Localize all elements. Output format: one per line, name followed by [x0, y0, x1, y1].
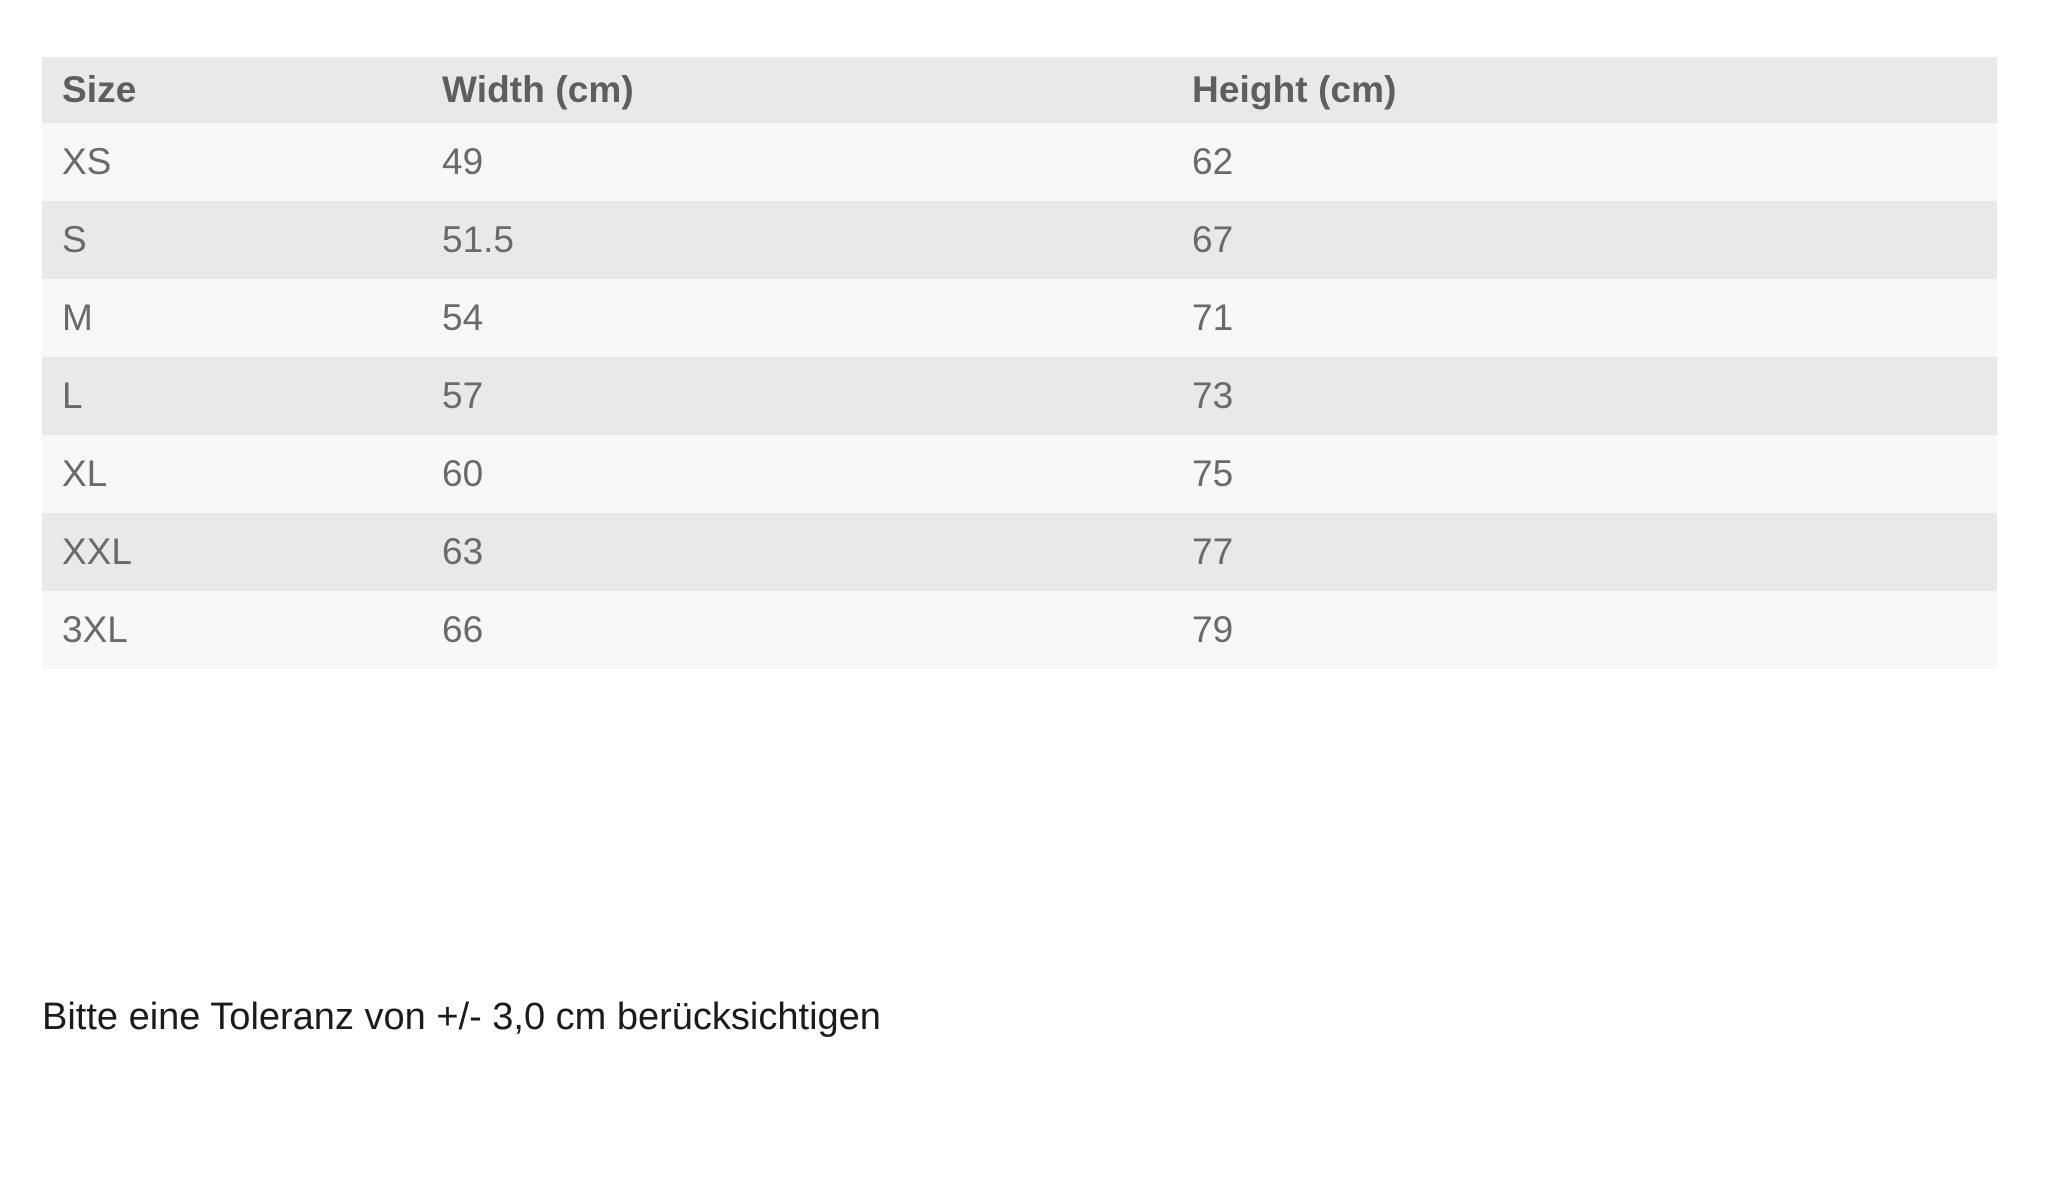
cell-width: 49	[442, 141, 484, 182]
column-header-size: Size	[62, 69, 137, 110]
cell-size: XL	[62, 453, 108, 494]
table-row: S 51.5 67	[42, 201, 1997, 279]
cell-height: 75	[1192, 453, 1234, 494]
cell-height: 77	[1192, 531, 1234, 572]
cell-width: 60	[442, 453, 484, 494]
column-header-height: Height (cm)	[1192, 69, 1397, 110]
table-row: XXL 63 77	[42, 513, 1997, 591]
size-chart-table: Size Width (cm) Height (cm) XS 49 62 S 5…	[42, 57, 1997, 669]
table-row: XS 49 62	[42, 123, 1997, 201]
cell-height: 71	[1192, 297, 1234, 338]
cell-width: 66	[442, 609, 484, 650]
table-row: XL 60 75	[42, 435, 1997, 513]
cell-size: XS	[62, 141, 112, 182]
column-header-width: Width (cm)	[442, 69, 634, 110]
cell-size: XXL	[62, 531, 132, 572]
cell-height: 73	[1192, 375, 1234, 416]
table-row: L 57 73	[42, 357, 1997, 435]
cell-height: 62	[1192, 141, 1234, 182]
table-header-row: Size Width (cm) Height (cm)	[42, 57, 1997, 123]
table-row: 3XL 66 79	[42, 591, 1997, 669]
cell-size: S	[62, 219, 87, 260]
cell-width: 57	[442, 375, 484, 416]
table-header: Size Width (cm) Height (cm)	[42, 57, 1997, 123]
cell-width: 54	[442, 297, 484, 338]
cell-height: 79	[1192, 609, 1234, 650]
cell-height: 67	[1192, 219, 1234, 260]
cell-size: 3XL	[62, 609, 128, 650]
cell-width: 63	[442, 531, 484, 572]
cell-size: M	[62, 297, 93, 338]
table-body: XS 49 62 S 51.5 67 M 54 71 L 57 73 XL 60	[42, 123, 1997, 669]
tolerance-note: Bitte eine Toleranz von +/- 3,0 cm berüc…	[42, 996, 881, 1038]
cell-width: 51.5	[442, 219, 515, 260]
table-row: M 54 71	[42, 279, 1997, 357]
cell-size: L	[62, 375, 83, 416]
